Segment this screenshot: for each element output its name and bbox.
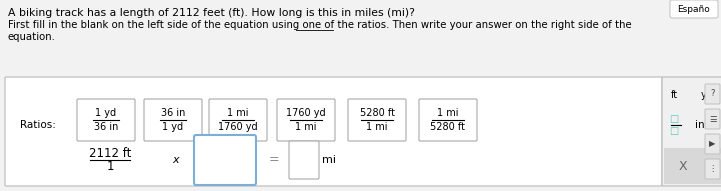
- FancyBboxPatch shape: [289, 141, 319, 179]
- Text: □: □: [669, 126, 678, 136]
- Text: 2112 ft: 2112 ft: [89, 147, 131, 160]
- FancyBboxPatch shape: [5, 77, 662, 186]
- Text: 1: 1: [106, 160, 114, 173]
- Text: 1 mi: 1 mi: [227, 108, 249, 118]
- Text: 5280 ft: 5280 ft: [430, 121, 466, 131]
- FancyBboxPatch shape: [419, 99, 477, 141]
- FancyBboxPatch shape: [209, 99, 267, 141]
- Text: 1 yd: 1 yd: [95, 108, 117, 118]
- Text: □: □: [669, 114, 678, 124]
- FancyBboxPatch shape: [705, 134, 720, 154]
- Text: =: =: [269, 154, 279, 167]
- Text: ☰: ☰: [709, 114, 716, 124]
- Text: A biking track has a length of 2112 feet (ft). How long is this in miles (mi)?: A biking track has a length of 2112 feet…: [8, 8, 415, 18]
- FancyBboxPatch shape: [705, 84, 720, 104]
- FancyBboxPatch shape: [662, 77, 721, 186]
- Bar: [664, 148, 721, 184]
- FancyBboxPatch shape: [277, 99, 335, 141]
- Text: X: X: [678, 160, 687, 173]
- FancyBboxPatch shape: [705, 159, 720, 179]
- Text: 5280 ft: 5280 ft: [360, 108, 394, 118]
- Text: ?: ?: [710, 90, 715, 99]
- Text: 1760 yd: 1760 yd: [218, 121, 258, 131]
- FancyBboxPatch shape: [348, 99, 406, 141]
- Text: ⋮: ⋮: [708, 164, 717, 173]
- Text: 1 mi: 1 mi: [366, 121, 388, 131]
- Text: mi: mi: [322, 155, 336, 165]
- Text: x: x: [173, 155, 180, 165]
- Text: equation.: equation.: [8, 32, 56, 42]
- Text: Españo: Españo: [678, 5, 710, 14]
- Text: ▶: ▶: [709, 139, 716, 148]
- Text: 1 yd: 1 yd: [162, 121, 184, 131]
- Text: Ratios:: Ratios:: [20, 120, 56, 130]
- Text: 1 mi: 1 mi: [296, 121, 317, 131]
- FancyBboxPatch shape: [705, 109, 720, 129]
- Text: 1760 yd: 1760 yd: [286, 108, 326, 118]
- Text: yd: yd: [701, 90, 713, 100]
- Text: ft: ft: [671, 90, 678, 100]
- Text: First fill in the blank on the left side of the equation using one of the ratios: First fill in the blank on the left side…: [8, 20, 632, 30]
- FancyBboxPatch shape: [77, 99, 135, 141]
- Text: 1 mi: 1 mi: [437, 108, 459, 118]
- FancyBboxPatch shape: [194, 135, 256, 185]
- Text: in: in: [695, 120, 704, 130]
- Text: 36 in: 36 in: [94, 121, 118, 131]
- FancyBboxPatch shape: [144, 99, 202, 141]
- FancyBboxPatch shape: [670, 0, 718, 18]
- Text: 36 in: 36 in: [161, 108, 185, 118]
